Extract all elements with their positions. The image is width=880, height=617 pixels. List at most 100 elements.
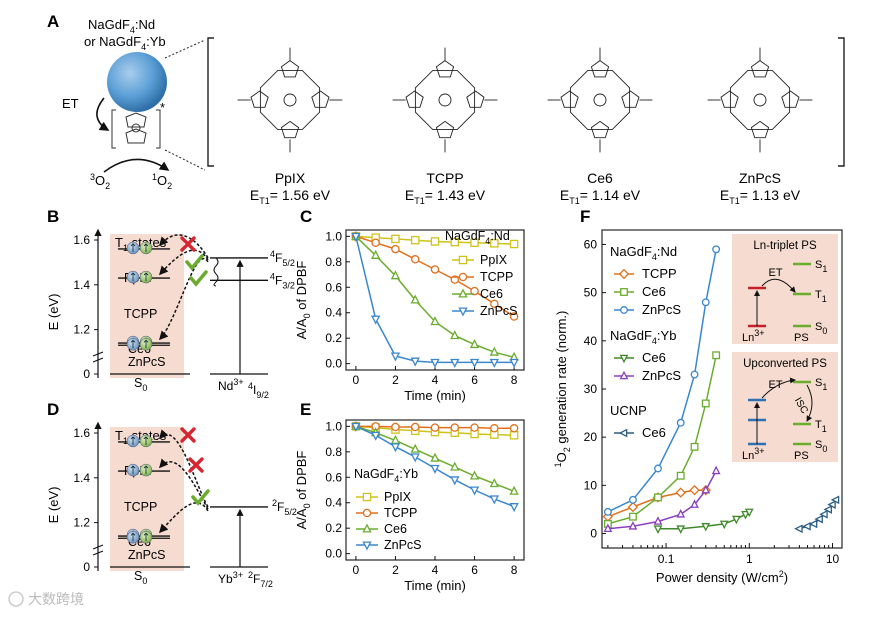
series-znpcs	[351, 232, 519, 368]
legend-label: TCPP	[642, 266, 677, 281]
y-tick-label: 60	[584, 237, 598, 251]
x-tick-label: 6	[471, 373, 478, 387]
data-point	[509, 358, 519, 368]
data-point	[430, 358, 440, 368]
data-point	[430, 423, 440, 432]
inset-title: Ln-triplet PS	[753, 240, 817, 252]
legend-marker	[618, 268, 630, 280]
s0-label: S0	[134, 569, 147, 586]
ps-label-znpcs: ZnPcS	[128, 548, 166, 562]
legend-marker	[620, 306, 628, 314]
data-point	[490, 239, 499, 248]
data-point	[450, 358, 460, 368]
x-tick-label: 8	[511, 373, 518, 387]
data-point	[390, 443, 401, 453]
legend-label: Ce6	[480, 287, 503, 301]
cross-icon	[180, 427, 196, 443]
molecule-structure-icon	[547, 47, 653, 153]
data-point	[371, 249, 381, 259]
y-tick-label: 1.0	[325, 419, 342, 433]
cross-icon	[180, 236, 196, 252]
molecule-name: TCPP	[426, 170, 463, 186]
legend-item: Ce6	[614, 350, 666, 365]
spin-arrow-icon	[143, 465, 149, 475]
y-tick-label: 0	[83, 560, 90, 574]
s0-label: S0	[815, 321, 827, 336]
legend-item-tcpp: TCPP	[452, 270, 513, 284]
y-tick-label: 0.0	[325, 357, 342, 371]
y-axis-label: A/A0 of DPBF	[294, 451, 312, 530]
data-point	[430, 237, 440, 246]
isc-arrow	[806, 384, 813, 422]
o2-arrow	[103, 158, 170, 173]
legend-group-title: UCNP	[610, 403, 647, 418]
et-label: ET	[769, 379, 783, 391]
x-axis-label: Power density (W/cm2)	[656, 569, 788, 585]
t1-label: T1	[815, 289, 827, 304]
x-axis-label: Time (min)	[404, 578, 466, 593]
data-point	[808, 519, 818, 529]
data-point	[489, 358, 499, 368]
ps-label-tcpp: TCPP	[124, 307, 157, 321]
data-point	[719, 520, 729, 530]
data-point	[450, 476, 460, 486]
s0-label: S0	[134, 376, 147, 393]
chart-title: NaGdF4:Yb	[354, 467, 418, 484]
triplet-oxygen-label: 3O2	[90, 172, 110, 191]
y-tick-label: 0.4	[325, 496, 342, 510]
data-point	[489, 478, 499, 488]
excited-star: *	[160, 100, 165, 115]
legend-item: Ce6	[614, 284, 666, 299]
panel-c-label: C	[300, 207, 312, 226]
nanoparticle-label-1: NaGdF4:Nd	[88, 17, 155, 35]
data-point	[450, 237, 460, 247]
x-tick-label: 2	[392, 563, 399, 577]
panel-e-label: E	[300, 400, 311, 419]
ion-level-label: 4F3/2	[270, 271, 295, 290]
et-label: ET	[62, 96, 79, 111]
legend-item: ZnPcS	[614, 302, 681, 317]
series-nagdf4-yb-znpcs	[603, 465, 721, 533]
data-point	[690, 442, 699, 451]
data-point	[371, 238, 380, 247]
singlet-oxygen-label: 1O2	[152, 172, 172, 191]
molecule-structure-icon	[237, 47, 343, 153]
data-point	[814, 514, 823, 524]
watermark: 大数跨境	[8, 591, 84, 607]
series-tcpp	[351, 232, 519, 321]
panel-b: B 01.21.41.6E (eV)T1 statesPpIXTCPPCe6Zn…	[46, 207, 295, 400]
legend-item-ppix: PpIX	[356, 490, 412, 504]
series-nagdf4-nd-znpcs	[603, 245, 721, 516]
ion-level-label: 4I9/2	[248, 381, 269, 400]
y-tick-label: 1.4	[73, 278, 90, 292]
y-tick-label: 1.0	[325, 229, 342, 243]
energy-transfer-arrow	[158, 429, 209, 508]
ln-label: Ln3+	[742, 446, 765, 462]
spin-arrow-icon	[130, 339, 136, 349]
ps-energy-background	[110, 234, 184, 378]
data-point	[470, 238, 479, 247]
data-point	[410, 294, 420, 304]
data-point	[701, 399, 710, 408]
data-point	[603, 523, 613, 533]
panel-d: D 01.21.41.6E (eV)T1 statesPpIXTCPPCe6Zn…	[46, 400, 297, 589]
data-point	[371, 431, 381, 441]
data-point	[690, 499, 699, 508]
panel-a: A NaGdF4:Nd or NaGdF4:Yb * ET 3O2 1O2 Pp…	[47, 12, 845, 206]
x-tick-label: 0	[353, 373, 360, 387]
cross-icon	[188, 457, 204, 473]
y-tick-label: 1.6	[73, 233, 90, 247]
y-tick-label: 0.2	[325, 521, 342, 535]
data-point	[628, 512, 637, 521]
y-tick-label: 0.4	[325, 306, 342, 320]
data-point	[490, 299, 499, 309]
y-tick-label: 0.8	[325, 255, 342, 269]
data-point	[653, 516, 663, 525]
watermark-text: 大数跨境	[28, 591, 84, 607]
data-point	[430, 265, 440, 274]
data-point	[701, 484, 711, 494]
ps-label: PS	[794, 450, 809, 462]
data-point	[470, 423, 479, 432]
data-point	[603, 507, 612, 516]
y-tick-label: 0.0	[325, 547, 342, 561]
